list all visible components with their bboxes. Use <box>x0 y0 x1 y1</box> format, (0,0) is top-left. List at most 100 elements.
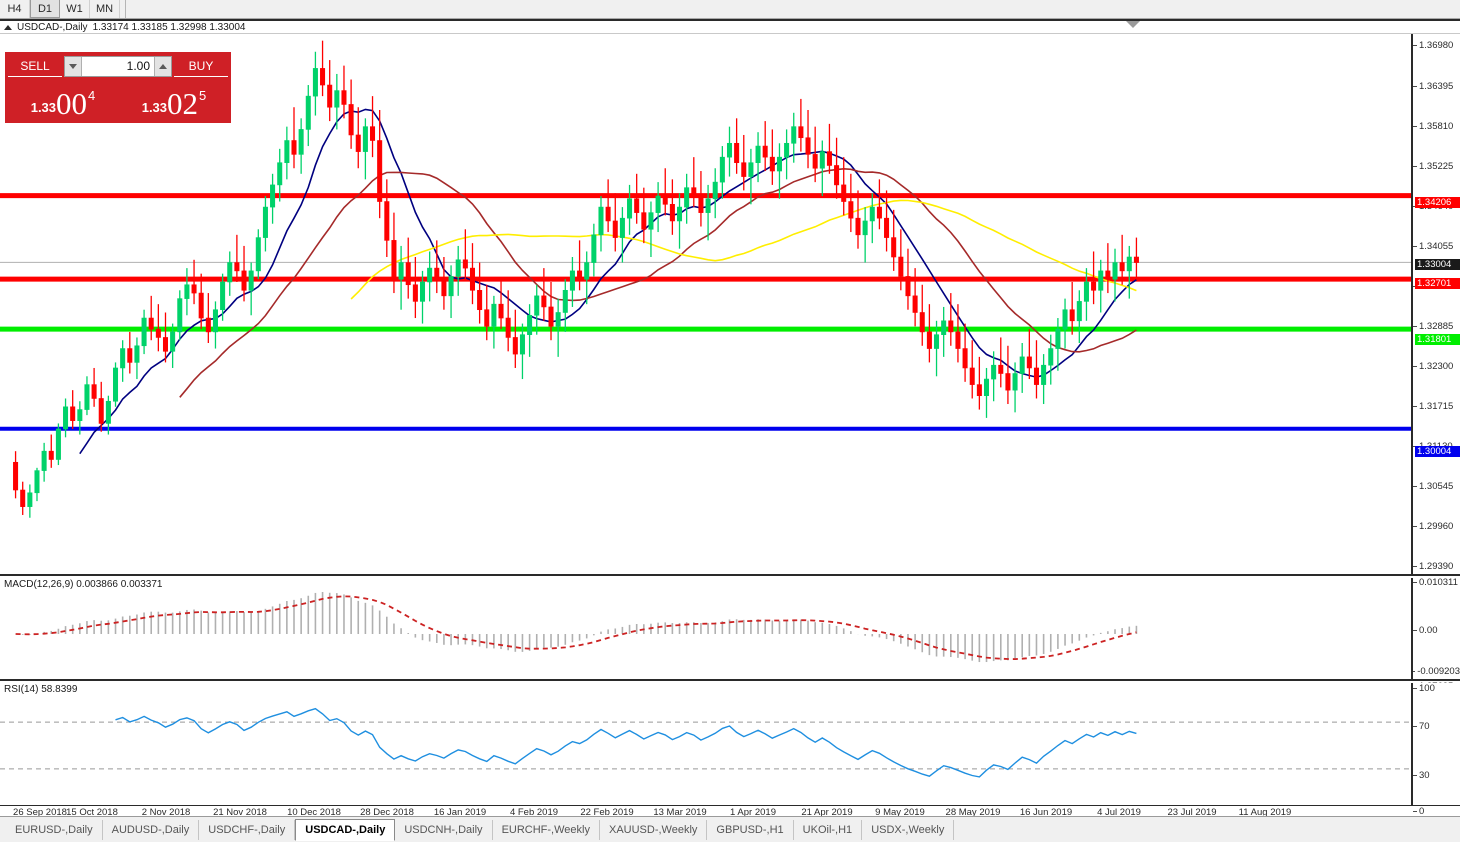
candle-body <box>891 237 897 258</box>
sell-button[interactable]: SELL <box>8 56 62 77</box>
candle-body <box>177 298 183 333</box>
price-scale-axis[interactable]: 1.369801.363951.358101.352251.346401.340… <box>1413 34 1460 692</box>
tick-mark <box>1413 581 1417 583</box>
volume-decrement-button[interactable] <box>65 56 82 76</box>
candle-body <box>691 187 697 197</box>
chart-tab-ukoil[interactable]: UKOil-,H1 <box>794 819 863 840</box>
candle-body <box>934 334 940 349</box>
candle-body <box>983 378 990 397</box>
date-axis-label: 21 Apr 2019 <box>801 807 853 818</box>
price-level-badge[interactable]: 1.30004 <box>1415 446 1460 457</box>
candle-body <box>134 345 140 363</box>
date-axis[interactable]: 26 Sep 2018 15 Oct 2018 2 Nov 2018 21 Nov 2… <box>0 806 1413 820</box>
tick-mark <box>1413 670 1416 672</box>
candle-body <box>869 206 875 222</box>
date-axis-label: 22 Feb 2019 <box>580 807 634 818</box>
macd-chart-svg <box>15 592 1138 663</box>
price-tick: 1.29390 <box>1413 560 1460 572</box>
candle-body <box>1119 262 1125 272</box>
candle-body <box>791 126 797 144</box>
candle-body <box>991 364 997 380</box>
candle-body <box>848 201 854 219</box>
chart-tab-gbpusd[interactable]: GBPUSD-,H1 <box>707 819 794 840</box>
date-axis-label: 9 May 2019 <box>875 807 925 818</box>
candle-body <box>55 428 61 460</box>
candle-body <box>1083 281 1089 302</box>
date-axis-label: 21 Nov 2018 <box>213 807 267 818</box>
chart-tab-usdcnh[interactable]: USDCNH-,Daily <box>395 819 493 840</box>
macd-indicator-pane[interactable]: MACD(12,26,9) 0.003866 0.003371 <box>0 578 1413 681</box>
timeframe-h4[interactable]: H4 <box>0 0 30 18</box>
chart-tab-usdchf[interactable]: USDCHF-,Daily <box>199 819 296 840</box>
candle-body <box>1091 281 1097 291</box>
volume-input[interactable]: 1.00 <box>126 59 150 73</box>
date-axis-label: 15 Oct 2018 <box>66 807 118 818</box>
candle-body <box>898 256 904 277</box>
tick-mark <box>1413 365 1417 367</box>
buy-price-display[interactable]: 1.33 02 5 <box>119 78 228 120</box>
chart-tab-usdx[interactable]: USDX-,Weekly <box>862 819 955 840</box>
tick-label: 30 <box>1419 769 1430 781</box>
timeframe-d1[interactable]: D1 <box>30 0 60 18</box>
candle-body <box>120 348 126 369</box>
macd-tick: 0.010311 <box>1413 576 1460 588</box>
one-click-trading-panel[interactable]: SELL 1.00 BUY 1.33 00 4 <box>5 52 231 123</box>
candle-body <box>20 489 26 507</box>
candle-body <box>1133 256 1139 263</box>
tick-label: 0.010311 <box>1419 576 1458 588</box>
candle-body <box>491 303 497 327</box>
candle-body <box>270 184 276 208</box>
chart-title-bar: USDCAD-,Daily 1.33174 1.33185 1.32998 1.… <box>0 21 1460 34</box>
chart-symbol-period: USDCAD-,Daily <box>17 21 88 33</box>
candle-body <box>776 156 782 172</box>
candle-body <box>312 68 318 97</box>
candle-body <box>669 204 675 222</box>
tick-mark <box>1413 687 1417 689</box>
chart-tab-xauusd[interactable]: XAUUSD-,Weekly <box>600 819 708 840</box>
chart-tab-eurchf[interactable]: EURCHF-,Weekly <box>493 819 600 840</box>
macd-tick: 0.00 <box>1413 624 1460 636</box>
price-level-badge[interactable]: 1.32701 <box>1415 278 1460 289</box>
candle-body <box>477 289 483 311</box>
candle-body <box>227 262 233 283</box>
tick-mark <box>1413 245 1417 247</box>
rsi-indicator-pane[interactable]: RSI(14) 58.8399 <box>0 683 1413 806</box>
candle-body <box>998 364 1004 374</box>
candle-body <box>919 312 925 333</box>
candle-body <box>419 281 426 302</box>
candle-body <box>1126 256 1132 272</box>
candle-body <box>91 384 97 399</box>
timeframe-mn[interactable]: MN <box>90 0 120 18</box>
candle-body <box>262 206 268 238</box>
ma-fast <box>79 108 1137 455</box>
candle-body <box>841 184 847 202</box>
candle-body <box>784 142 790 158</box>
volume-stepper[interactable]: 1.00 <box>64 55 172 77</box>
chart-tab-usdcad[interactable]: USDCAD-,Daily <box>295 818 396 841</box>
chart-tab-audusd[interactable]: AUDUSD-,Daily <box>103 819 200 840</box>
candle-body <box>63 406 69 430</box>
tick-mark <box>1413 629 1417 631</box>
price-level-badge[interactable]: 1.31801 <box>1415 334 1460 345</box>
chart-window: USDCAD-,Daily 1.33174 1.33185 1.32998 1.… <box>0 19 1460 818</box>
order-panel-top-row: SELL 1.00 BUY <box>5 52 231 78</box>
tick-mark <box>1413 810 1417 812</box>
chart-tab-eurusd[interactable]: EURUSD-,Daily <box>6 819 103 840</box>
tick-mark <box>1413 405 1417 407</box>
sell-price-display[interactable]: 1.33 00 4 <box>8 78 117 120</box>
collapse-triangle-icon[interactable] <box>4 24 12 30</box>
chart-scroll-marker-icon[interactable] <box>1126 21 1140 28</box>
volume-increment-button[interactable] <box>154 56 171 76</box>
buy-button[interactable]: BUY <box>174 56 228 77</box>
candle-body <box>184 284 190 299</box>
candle-body <box>84 384 90 410</box>
candle-body <box>127 348 133 363</box>
price-level-badge[interactable]: 1.34206 <box>1415 197 1460 208</box>
candle-body <box>1076 301 1082 322</box>
timeframe-w1[interactable]: W1 <box>60 0 90 18</box>
price-tick: 1.35225 <box>1413 160 1460 172</box>
price-level-badge[interactable]: 1.33004 <box>1415 259 1460 270</box>
tick-label: 1.29390 <box>1419 560 1454 572</box>
price-chart-pane[interactable]: SELL 1.00 BUY 1.33 00 4 <box>0 34 1413 576</box>
candle-body <box>955 331 961 349</box>
